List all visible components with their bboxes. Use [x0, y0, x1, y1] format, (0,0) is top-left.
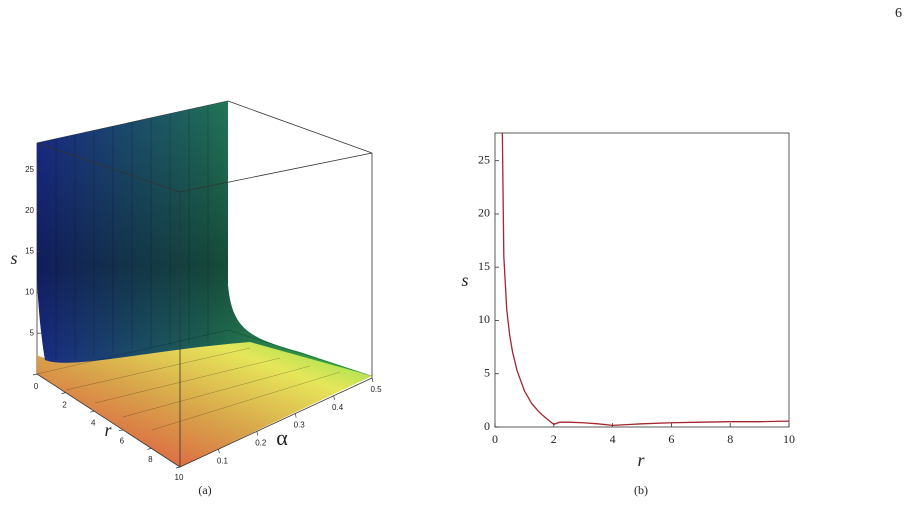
caption: (b)	[634, 483, 648, 497]
y-tick-label: 20	[478, 206, 490, 220]
x-tick	[90, 410, 95, 413]
data-line	[501, 132, 790, 427]
y-tick-label: 5	[484, 365, 490, 379]
page-number: 6	[895, 6, 902, 21]
caption: (a)	[198, 483, 211, 497]
x-axis-label: r	[637, 450, 645, 470]
y-tick-label: 0.3	[294, 421, 306, 430]
y-tick-label: 0.4	[332, 403, 344, 412]
y-tick-label: 15	[478, 259, 490, 273]
z-tick-label: 25	[25, 165, 34, 174]
y-tick	[333, 395, 335, 400]
y-tick-label: 10	[478, 312, 490, 326]
y-tick-label: 0	[484, 419, 490, 433]
x-tick-label: 0	[34, 382, 39, 391]
z-tick-label: 10	[25, 287, 34, 296]
y-tick	[294, 413, 297, 418]
y-tick	[371, 377, 374, 383]
z-tick-label: 15	[25, 247, 34, 256]
surface-floor	[37, 340, 372, 467]
y-tick	[256, 431, 259, 436]
y-tick-label: 25	[478, 152, 490, 166]
z-tick-label: 5	[30, 328, 35, 337]
x-tick	[32, 373, 38, 376]
z-axis-label: s	[10, 248, 17, 268]
y-axis-label: α	[276, 425, 288, 450]
z-tick-label: 20	[25, 206, 34, 215]
x-tick	[175, 466, 181, 469]
x-tick-label: 4	[610, 432, 616, 446]
surface-shade	[37, 101, 372, 376]
x-tick-label: 6	[120, 437, 125, 446]
x-tick-label: 0	[492, 432, 498, 446]
x-tick-label: 4	[91, 419, 96, 428]
x-tick-label: 2	[551, 432, 557, 446]
x-tick-label: 10	[175, 473, 184, 482]
y-tick	[218, 449, 220, 454]
y-tick-label: 0.5	[370, 385, 382, 394]
x-tick-label: 8	[148, 455, 153, 464]
x-tick-label: 6	[668, 432, 674, 446]
y-axis-label: s	[461, 270, 468, 290]
x-tick-label: 8	[727, 432, 733, 446]
surface-mesh	[36, 105, 373, 431]
x-tick	[61, 392, 66, 394]
x-tick	[147, 448, 152, 450]
y-tick-label: 0.2	[255, 439, 267, 448]
x-tick	[118, 429, 123, 432]
x-tick-label: 2	[62, 400, 67, 409]
x-axis-label: r	[104, 420, 112, 440]
plot-frame	[494, 132, 790, 428]
box-3d-front	[36, 142, 373, 468]
y-tick-label: 0.1	[217, 456, 229, 465]
x-tick-label: 10	[783, 432, 795, 446]
